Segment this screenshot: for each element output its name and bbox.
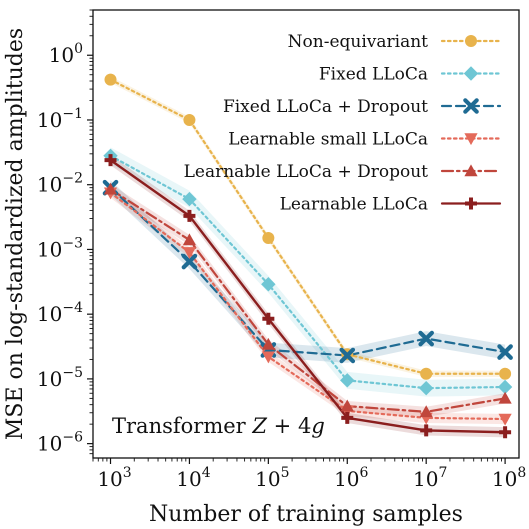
legend-marker	[463, 98, 479, 114]
point-series-4-1	[182, 233, 197, 246]
x-tick-label: 106	[334, 465, 368, 491]
band-series-5	[110, 154, 506, 438]
legend-marker	[464, 133, 478, 146]
x-tick-label: 107	[413, 465, 447, 491]
legend-marker	[464, 164, 478, 177]
point-series-1-1	[182, 191, 197, 207]
point-series-4-4	[419, 405, 433, 418]
legend-label: Non-equivariant	[288, 32, 429, 52]
x-tick-label: 108	[492, 465, 526, 491]
legend-marker	[465, 35, 477, 47]
x-axis-label: Number of training samples	[149, 502, 463, 527]
legend: Non-equivariant Fixed LLoCa Fixed LLoCa + …	[184, 32, 502, 215]
point-series-1-2	[261, 277, 276, 292]
point-series-5-3	[341, 411, 354, 424]
point-series-0-0	[104, 73, 117, 86]
point-series-5-4	[420, 424, 433, 437]
point-series-2-5	[497, 344, 513, 360]
legend-label: Fixed LLoCa + Dropout	[223, 97, 428, 117]
line-series-2	[109, 186, 507, 357]
x-tick-label: 105	[255, 465, 289, 491]
point-series-3-2	[261, 351, 275, 364]
point-series-3-1	[182, 247, 197, 260]
point-series-4-5	[498, 391, 512, 404]
line-series-4	[109, 188, 507, 413]
line-series-5	[109, 158, 507, 434]
point-series-5-0	[104, 154, 117, 167]
y-tick-label: 10−4	[37, 300, 83, 326]
y-tick-label: 10−5	[37, 365, 83, 391]
x-tick-label: 104	[176, 465, 210, 491]
point-series-4-3	[340, 399, 354, 412]
legend-label: Learnable LLoCa	[280, 195, 428, 215]
line-series-1	[109, 154, 507, 390]
point-series-5-2	[262, 312, 275, 325]
point-series-4-2	[261, 337, 275, 350]
y-tick-label: 10−1	[37, 106, 83, 132]
x-tick-label: 103	[97, 465, 131, 491]
point-series-1-5	[497, 379, 513, 395]
band-series-0	[110, 76, 506, 377]
point-series-0-4	[420, 367, 433, 380]
legend-label: Learnable LLoCa + Dropout	[184, 162, 429, 182]
point-series-0-5	[499, 367, 512, 380]
legend-label: Fixed LLoCa	[319, 65, 428, 85]
y-axis-ticks: 10−6 10−5 10−4 10−3 10−2 10−1 100	[37, 9, 93, 456]
point-series-5-5	[499, 426, 512, 439]
point-series-5-1	[183, 209, 196, 222]
legend-label: Learnable small LLoCa	[228, 130, 428, 150]
point-series-1-3	[340, 373, 355, 388]
line-series-3	[109, 191, 507, 421]
point-series-4-0	[103, 182, 118, 195]
model-annotation: Transformer Z + 4g	[112, 414, 325, 438]
line-series-0	[109, 78, 507, 375]
y-tick-label: 100	[49, 41, 83, 67]
point-series-2-3	[339, 347, 356, 364]
y-tick-label: 10−2	[37, 171, 83, 197]
band-series-1	[110, 147, 506, 397]
x-axis-ticks: 103 104 105 106 107 108	[92, 458, 526, 491]
y-tick-label: 10−3	[37, 235, 83, 261]
point-series-2-4	[418, 330, 434, 347]
series-lines	[109, 78, 507, 434]
legend-marker	[463, 66, 479, 81]
point-series-1-4	[418, 380, 434, 396]
y-axis-label: MSE on log-standardized amplitudes	[3, 28, 28, 440]
point-series-0-1	[183, 113, 196, 126]
series-markers	[102, 73, 513, 439]
legend-marker	[465, 197, 477, 210]
y-tick-label: 10−6	[37, 430, 83, 456]
point-series-3-5	[498, 413, 512, 426]
point-series-0-2	[262, 232, 275, 245]
band-series-4	[110, 184, 506, 417]
point-series-2-1	[181, 253, 198, 270]
